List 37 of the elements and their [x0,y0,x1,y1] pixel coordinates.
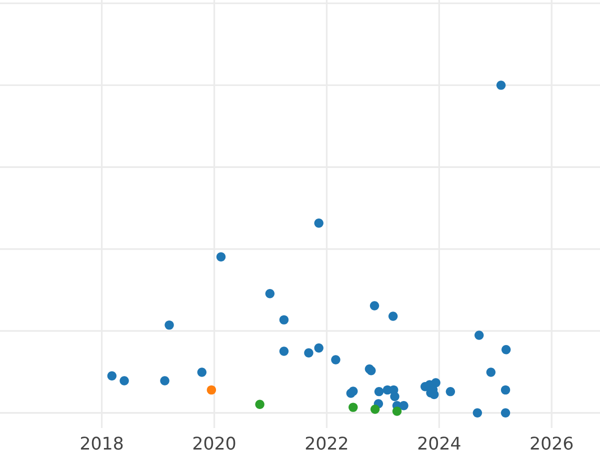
point [331,355,340,364]
point [164,320,174,330]
point [390,392,400,402]
point [314,343,324,353]
point [120,376,129,386]
point [255,400,264,409]
point [501,345,511,354]
point [216,252,226,262]
point [304,348,314,358]
point [370,301,380,310]
x-tick-label: 2026 [530,436,573,450]
point [348,402,358,412]
point [388,312,398,321]
point [500,408,510,418]
point [399,401,408,410]
point [107,371,117,380]
point [370,404,380,414]
point [160,376,170,386]
point [374,386,384,396]
point [279,346,289,356]
x-tick-label: 2022 [306,436,348,450]
point [348,386,358,396]
point [279,315,289,324]
point [500,385,510,395]
point [446,386,456,396]
point [197,368,206,377]
point [206,385,216,395]
x-tick-label: 2024 [418,436,460,450]
point [265,288,275,298]
x-tick-label: 2020 [193,436,236,450]
point [474,330,484,340]
point [392,406,402,416]
point [314,218,324,228]
point [472,408,482,418]
point [486,368,496,377]
point [496,80,506,90]
x-tick-label: 2018 [80,436,123,450]
